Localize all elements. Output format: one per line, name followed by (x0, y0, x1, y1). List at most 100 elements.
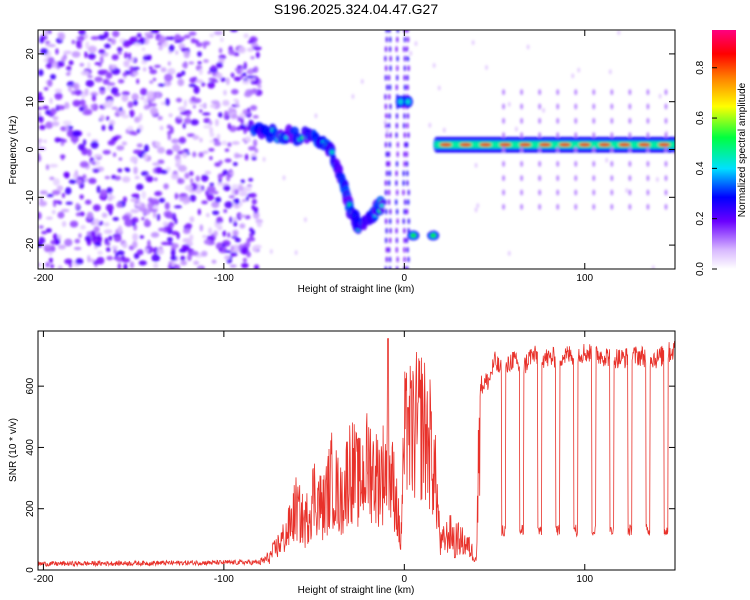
noise-blob (38, 142, 42, 147)
noise-blob (231, 88, 239, 95)
noise-blob (107, 38, 113, 42)
line-peak (618, 142, 631, 147)
noise-blob (90, 230, 96, 238)
dip-streak (628, 203, 632, 210)
noise-blob (98, 49, 106, 54)
noise-blob (232, 162, 238, 167)
noise-blob (61, 220, 67, 227)
noise-blob (167, 61, 171, 66)
noise-blob (38, 91, 43, 97)
snr-xlabel: Height of straight line (km) (298, 585, 415, 596)
noise-blob (103, 102, 109, 108)
noise-blob (122, 39, 131, 48)
noise-blob (101, 212, 108, 218)
noise-blob (170, 249, 176, 257)
noise-blob (184, 184, 193, 191)
noise-blob (216, 181, 224, 187)
streak-blob (389, 65, 392, 72)
dip-streak (574, 189, 578, 196)
streak-blob (406, 266, 409, 269)
noise-blob (87, 132, 91, 137)
noise-blob (92, 218, 100, 226)
dip-streak (502, 117, 506, 124)
streak-blob (395, 246, 399, 253)
noise-blob (223, 255, 231, 261)
noise-blob (96, 256, 105, 265)
noise-blob (173, 34, 182, 42)
noise-blob (48, 257, 53, 264)
noise-blob (253, 66, 259, 73)
noise-blob (116, 202, 123, 208)
streak-blob (405, 208, 409, 215)
streak-blob (403, 84, 407, 91)
noise-blob (133, 166, 138, 175)
noise-blob (250, 105, 258, 111)
noise-blob (99, 189, 108, 197)
dip-streak (646, 203, 650, 210)
noise-blob (215, 242, 224, 250)
noise-blob (214, 196, 222, 203)
colorbar-tick-label: 0.4 (695, 161, 706, 175)
noise-blob (149, 69, 158, 75)
noise-blob (38, 200, 48, 207)
noise-blob (66, 65, 72, 71)
noise-blob (208, 120, 213, 126)
dip-streak (610, 117, 614, 124)
noise-blob (207, 71, 211, 75)
noise-blob (99, 56, 104, 65)
spectrogram-xtick-label: -200 (33, 273, 53, 284)
noise-blob (38, 116, 44, 124)
noise-blob (239, 214, 247, 218)
noise-blob (72, 83, 78, 89)
noise-blob (177, 165, 187, 172)
streak-blob (403, 160, 406, 167)
dip-streak (664, 175, 668, 182)
dip-streak (520, 146, 524, 153)
snr-ytick-label: 400 (25, 439, 36, 456)
noise-blob (50, 73, 56, 80)
zero-blob-core (398, 99, 404, 105)
noise-blob (180, 260, 188, 266)
noise-blob (250, 80, 259, 85)
dip-streak (502, 132, 506, 139)
noise-blob (103, 31, 109, 39)
noise-blob (117, 78, 125, 84)
noise-blob (262, 156, 266, 162)
noise-blob (127, 125, 134, 132)
streak-blob (388, 160, 391, 167)
noise-blob (409, 50, 413, 56)
dip-streak (610, 203, 614, 210)
noise-blob (202, 235, 207, 239)
streak-blob (385, 246, 388, 253)
noise-blob (106, 82, 116, 86)
noise-blob (44, 30, 49, 37)
streak-blob (388, 256, 392, 263)
noise-blob (38, 138, 43, 143)
noise-blob (242, 257, 247, 263)
noise-blob (45, 62, 53, 69)
streak-blob (389, 55, 392, 62)
noise-blob (78, 106, 85, 112)
streak-blob (406, 36, 410, 43)
noise-blob (216, 62, 223, 69)
noise-blob (54, 88, 63, 93)
noise-blob (188, 31, 197, 36)
noise-blob (655, 177, 659, 183)
noise-blob (136, 32, 142, 38)
noise-blob (47, 57, 55, 64)
noise-blob (231, 141, 240, 145)
line-peak (439, 142, 452, 147)
dip-streak (610, 132, 614, 139)
snr-panel: -200 -100 0 100 0 200 400 600 Height of straigh… (8, 330, 676, 596)
noise-blob (72, 99, 81, 107)
streak-blob (405, 151, 409, 158)
noise-blob (193, 85, 200, 94)
noise-blob (138, 112, 143, 121)
noise-blob (193, 97, 202, 104)
noise-blob (222, 230, 227, 237)
noise-blob (121, 257, 131, 263)
snr-xtick-label: 100 (576, 574, 593, 585)
noise-blob (177, 106, 186, 112)
noise-blob (185, 223, 193, 229)
noise-blob (199, 224, 204, 232)
